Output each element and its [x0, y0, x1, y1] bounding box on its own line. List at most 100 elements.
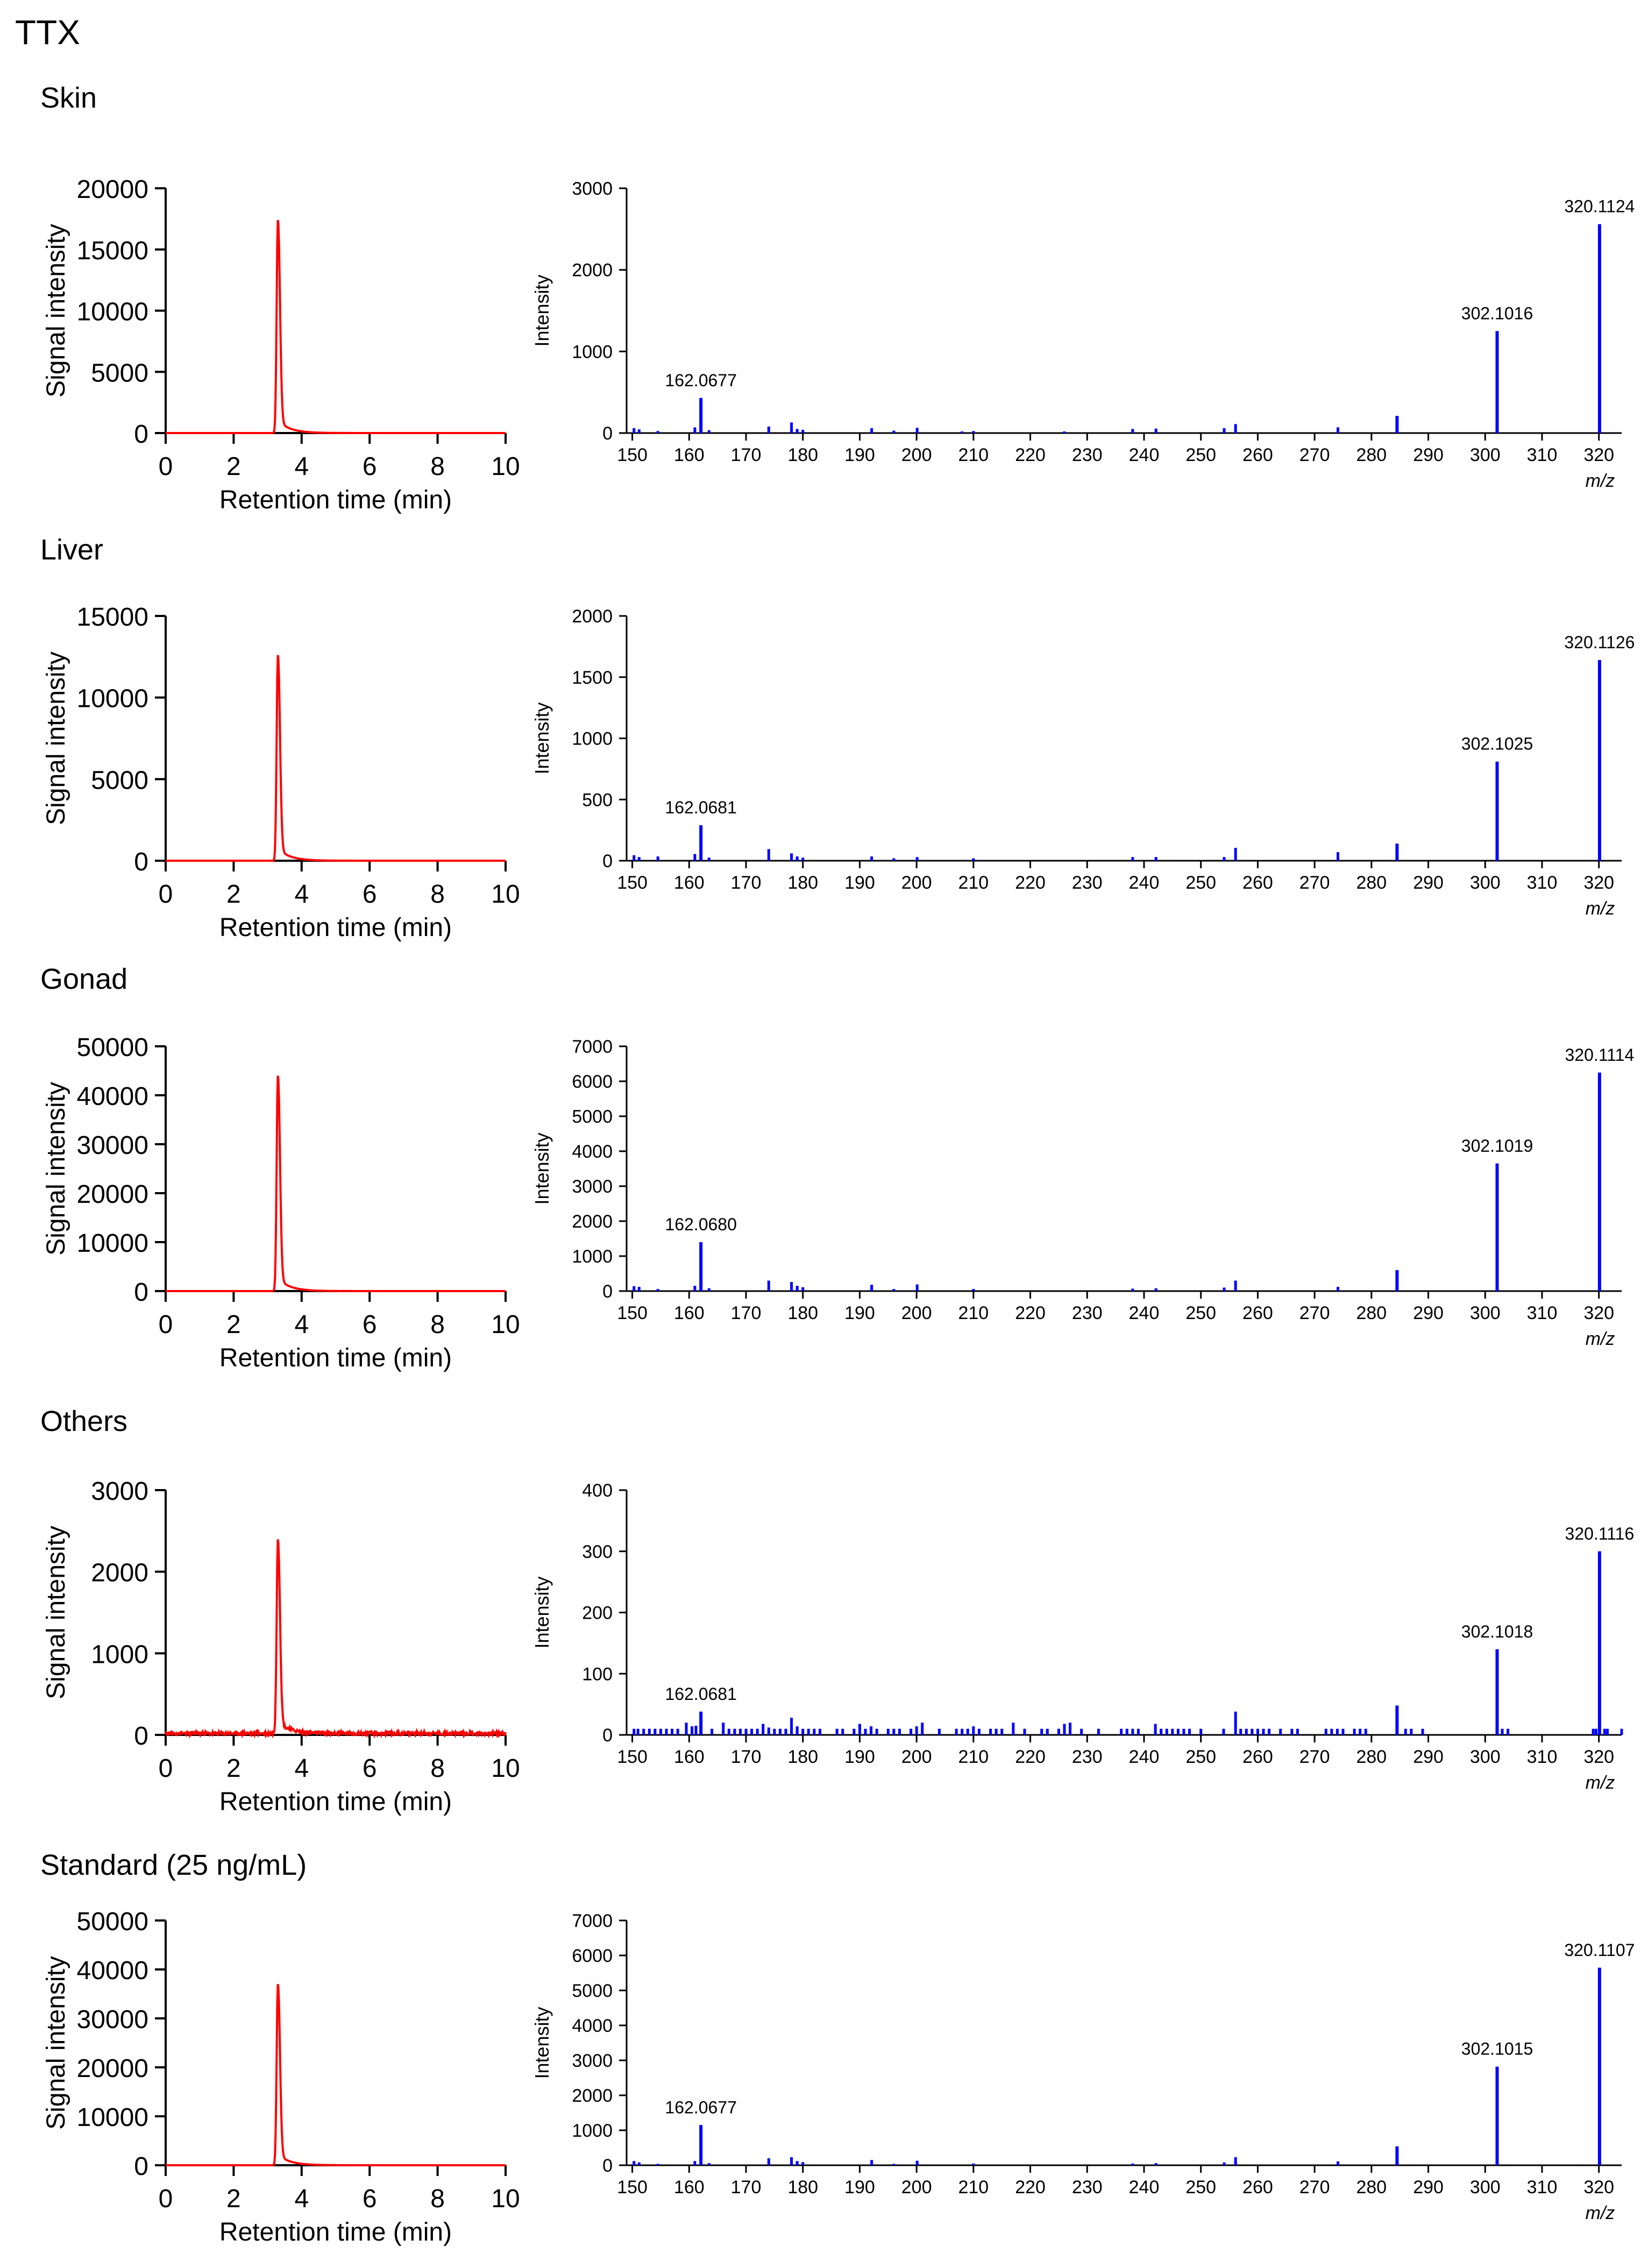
- spectrum-x-tick-label: 310: [1527, 1747, 1558, 1767]
- spectrum-gonad: 0 1000 2000 3000 4000 5000 6000 7000 150 160 170 18…: [531, 1037, 1634, 1349]
- chromatogram-y-tick-label: 10000: [77, 298, 148, 327]
- spectrum-x-tick-label: 230: [1072, 2177, 1103, 2198]
- chromatogram-x-label: Retention time (min): [219, 486, 452, 514]
- spectrum-y-tick-label: 0: [602, 423, 613, 444]
- chromatogram-y-tick-label: 40000: [77, 1957, 148, 1985]
- spectrum-x-tick-label: 170: [731, 1747, 762, 1767]
- chromatogram-y-label: Signal intensity: [42, 224, 70, 398]
- chromatogram-y-tick-label: 20000: [77, 175, 148, 204]
- spectrum-y-tick-label: 1000: [572, 1246, 613, 1267]
- spectrum-y-tick-label: 500: [582, 790, 613, 810]
- spectrum-y-tick-label: 0: [602, 1725, 613, 1746]
- spectrum-x-tick-label: 300: [1470, 873, 1501, 893]
- spectrum-x-tick-label: 280: [1356, 1303, 1387, 1323]
- spectrum-x-tick-label: 150: [617, 445, 648, 465]
- spectrum-x-tick-label: 190: [844, 445, 875, 465]
- spectrum-liver: 0 500 1000 1500 2000 150 160 170 180 190 200 210 220…: [531, 606, 1635, 919]
- spectrum-x-tick-label: 210: [958, 445, 989, 465]
- spectrum-y-label: Intensity: [531, 2007, 553, 2079]
- chromatogram-y-tick-label: 10000: [77, 685, 148, 713]
- spectrum-x-tick-label: 250: [1185, 873, 1216, 893]
- spectrum-x-tick-label: 260: [1242, 1747, 1273, 1767]
- spectrum-y-tick-label: 5000: [572, 1981, 613, 2001]
- spectrum-peak-label: 162.0681: [665, 1684, 736, 1704]
- spectrum-x-tick-label: 250: [1185, 2177, 1216, 2198]
- chromatogram-y-tick-label: 0: [134, 2152, 148, 2181]
- spectrum-peak-label: 162.0680: [665, 1215, 736, 1234]
- chromatogram-x-tick-label: 6: [363, 452, 377, 481]
- figure-title: TTX: [15, 13, 80, 52]
- panel-4: Standard (25 ng/mL)010000200003000040000…: [40, 1849, 1635, 2246]
- spectrum-x-tick-label: 230: [1072, 1303, 1103, 1323]
- chromatogram-y-tick-label: 3000: [91, 1477, 148, 1506]
- chromatogram-y-tick-label: 10000: [77, 1229, 148, 1258]
- spectrum-x-tick-label: 200: [901, 1747, 932, 1767]
- spectrum-x-tick-label: 320: [1583, 2177, 1614, 2198]
- spectrum-x-label: m/z: [1586, 1329, 1615, 1349]
- spectrum-x-tick-label: 270: [1299, 873, 1330, 893]
- spectrum-x-tick-label: 180: [787, 2177, 818, 2198]
- spectrum-x-tick-label: 300: [1470, 1303, 1501, 1323]
- chromatogram-y-tick-label: 5000: [91, 766, 148, 795]
- spectrum-x-tick-label: 200: [901, 445, 932, 465]
- panel-label-skin: Skin: [40, 82, 97, 114]
- spectrum-y-tick-label: 300: [582, 1542, 613, 1562]
- chromatogram-y-tick-label: 0: [134, 420, 148, 449]
- spectrum-x-tick-label: 300: [1470, 2177, 1501, 2198]
- chromatogram-trace: [166, 1075, 506, 1292]
- spectrum-y-tick-label: 1000: [572, 729, 613, 749]
- chromatogram-x-tick-label: 8: [430, 1310, 445, 1339]
- spectrum-y-tick-label: 3000: [572, 179, 613, 199]
- chromatogram-y-label: Signal intensity: [42, 1526, 70, 1699]
- chromatogram-x-tick-label: 2: [226, 452, 241, 481]
- spectrum-x-tick-label: 310: [1527, 445, 1558, 465]
- spectrum-x-tick-label: 300: [1470, 445, 1501, 465]
- spectrum-x-tick-label: 310: [1527, 873, 1558, 893]
- spectrum-x-tick-label: 260: [1242, 873, 1273, 893]
- spectrum-peak-label: 162.0681: [665, 798, 736, 817]
- spectrum-y-tick-label: 6000: [572, 1946, 613, 1966]
- chromatogram-y-label: Signal intensity: [42, 1956, 70, 2130]
- panel-label-gonad: Gonad: [40, 963, 127, 995]
- spectrum-x-tick-label: 160: [674, 873, 705, 893]
- spectrum-x-tick-label: 240: [1129, 1747, 1160, 1767]
- spectrum-y-tick-label: 7000: [572, 1911, 613, 1931]
- spectrum-x-label: m/z: [1586, 471, 1615, 491]
- chromatogram-x-tick-label: 8: [430, 452, 445, 481]
- spectrum-x-tick-label: 270: [1299, 1303, 1330, 1323]
- spectrum-y-label: Intensity: [531, 274, 553, 346]
- spectrum-x-tick-label: 220: [1015, 1747, 1046, 1767]
- chromatogram-y-label: Signal intensity: [42, 651, 70, 825]
- spectrum-x-tick-label: 190: [844, 873, 875, 893]
- spectrum-x-tick-label: 270: [1299, 445, 1330, 465]
- chromatogram-x-tick-label: 2: [226, 1310, 241, 1339]
- spectrum-x-tick-label: 230: [1072, 873, 1103, 893]
- chromatogram-y-label: Signal intensity: [42, 1082, 70, 1256]
- spectrum-x-tick-label: 180: [787, 445, 818, 465]
- chromatogram-y-tick-label: 30000: [77, 1131, 148, 1160]
- spectrum-x-tick-label: 270: [1299, 2177, 1330, 2198]
- spectrum-x-tick-label: 260: [1242, 1303, 1273, 1323]
- spectrum-x-tick-label: 160: [674, 2177, 705, 2198]
- spectrum-x-tick-label: 190: [844, 2177, 875, 2198]
- spectrum-x-tick-label: 290: [1413, 873, 1444, 893]
- spectrum-x-tick-label: 250: [1185, 1303, 1216, 1323]
- chromatogram-x-tick-label: 10: [491, 452, 520, 481]
- chromatogram-trace: [165, 1539, 507, 1739]
- chromatogram-x-tick-label: 2: [226, 1754, 241, 1783]
- chromatogram-y-tick-label: 5000: [91, 359, 148, 387]
- spectrum-y-tick-label: 7000: [572, 1037, 613, 1057]
- spectrum-x-tick-label: 180: [787, 1747, 818, 1767]
- spectrum-y-tick-label: 4000: [572, 2016, 613, 2036]
- spectrum-x-tick-label: 310: [1527, 2177, 1558, 2198]
- spectrum-x-tick-label: 200: [901, 2177, 932, 2198]
- chromatogram-y-tick-label: 50000: [77, 1908, 148, 1936]
- spectrum-x-tick-label: 190: [844, 1747, 875, 1767]
- spectrum-peak-label: 302.1016: [1461, 303, 1533, 323]
- chromatogram-x-tick-label: 0: [159, 452, 173, 481]
- spectrum-y-tick-label: 4000: [572, 1142, 613, 1162]
